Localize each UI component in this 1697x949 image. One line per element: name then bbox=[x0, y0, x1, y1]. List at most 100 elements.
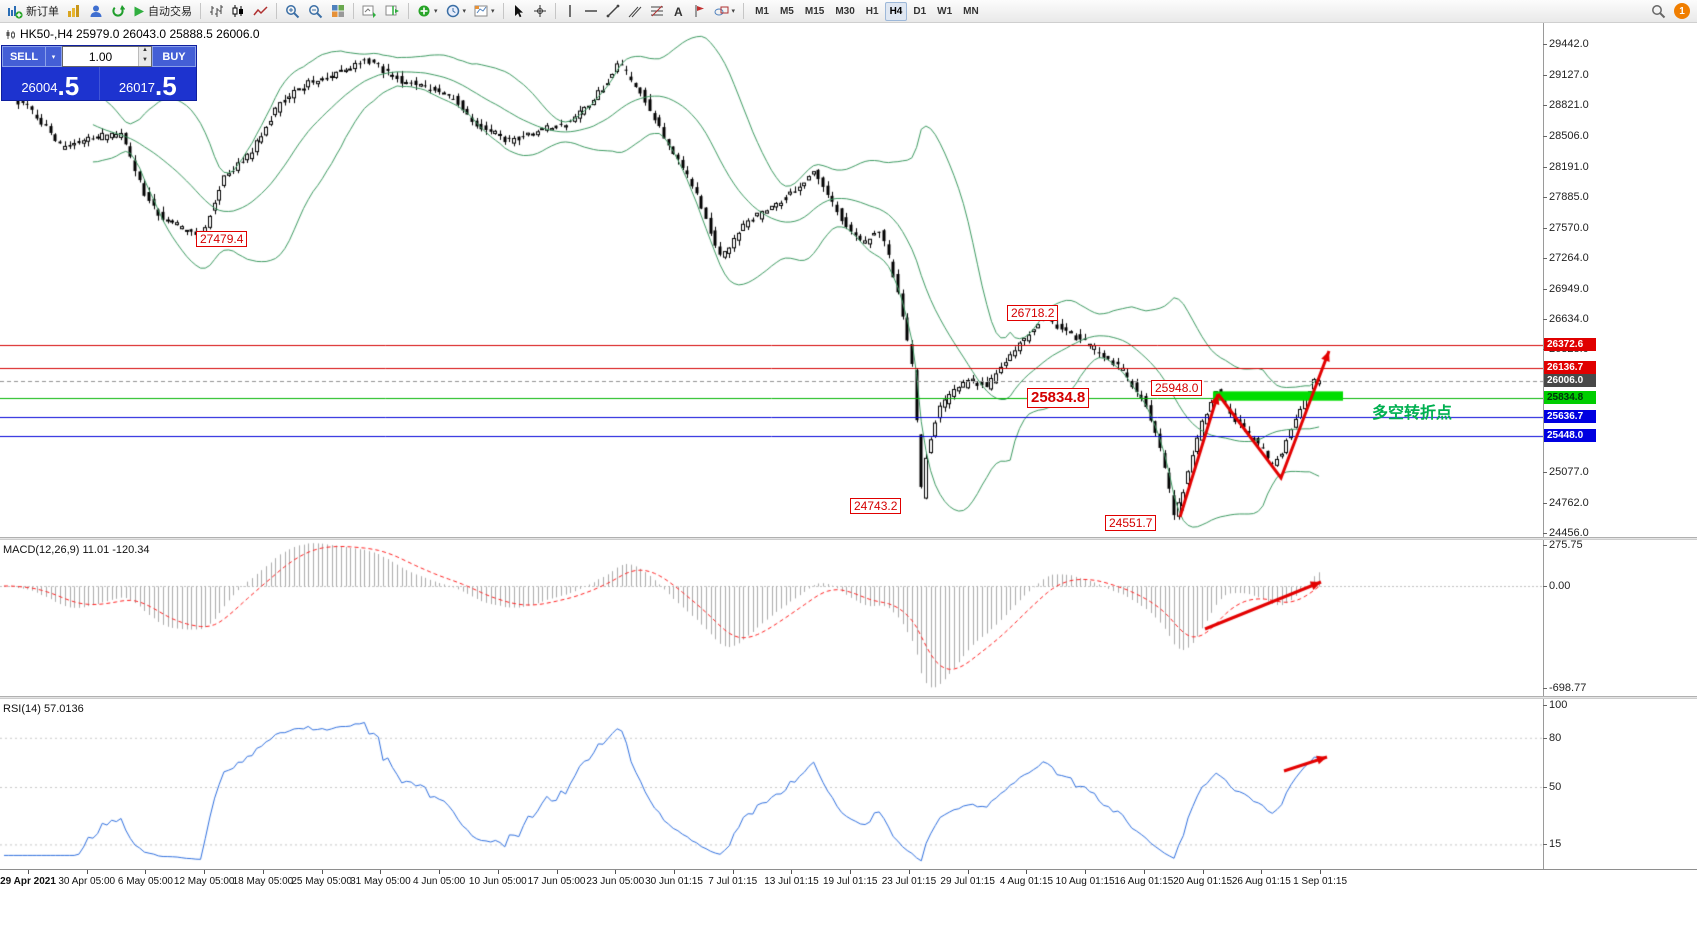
timeframe-w1[interactable]: W1 bbox=[937, 5, 953, 17]
timeframe-d1[interactable]: D1 bbox=[913, 5, 927, 17]
time-axis-label: 23 Jul 01:15 bbox=[881, 876, 937, 887]
chart-title-text: HK50-,H4 25979.0 26043.0 25888.5 26006.0 bbox=[20, 27, 260, 41]
accounts-button[interactable] bbox=[85, 1, 107, 22]
turning-point-annotation[interactable]: 多空转折点 bbox=[1372, 405, 1453, 422]
time-axis-label: 6 May 05:00 bbox=[117, 876, 173, 887]
price-axis-label: 26634.0 bbox=[1543, 313, 1589, 326]
timeframe-m1[interactable]: M1 bbox=[755, 5, 769, 17]
templates-button[interactable]: ▾ bbox=[470, 1, 499, 22]
time-axis-label: 29 Apr 2021 bbox=[0, 876, 56, 887]
price-axis-label: 27570.0 bbox=[1543, 221, 1589, 234]
price-level-badge: 25636.7 bbox=[1544, 410, 1596, 424]
toolbar-separator bbox=[743, 3, 745, 19]
price-callout[interactable]: 24743.2 bbox=[850, 498, 902, 514]
buy-button[interactable]: BUY bbox=[152, 46, 196, 67]
sell-price[interactable]: 26004 .5 bbox=[2, 67, 100, 100]
bar-chart-type-button[interactable] bbox=[205, 1, 227, 22]
price-callout[interactable]: 26718.2 bbox=[1007, 305, 1059, 321]
buy-price[interactable]: 26017 .5 bbox=[100, 67, 197, 100]
toolbar-separator bbox=[408, 3, 409, 19]
fibonacci-icon bbox=[650, 5, 663, 17]
add-indicator-icon bbox=[418, 5, 430, 17]
price-axis[interactable]: 29442.0 29127.0 28821.0 28506.0 28191.0 27885… bbox=[1542, 0, 1697, 949]
main-toolbar: 新订单 自动交易 ▾ ▾ ▾ A ▾ M1 M5 M15 M30 H1 H4 D1 W1 MN … bbox=[0, 0, 1697, 23]
arrow-objects-button[interactable] bbox=[689, 1, 710, 22]
text-tool-button[interactable]: A bbox=[668, 1, 689, 22]
zoom-out-button[interactable] bbox=[304, 1, 327, 22]
time-tick bbox=[263, 870, 264, 874]
time-axis-label: 25 May 05:00 bbox=[291, 876, 352, 887]
time-axis-label: 10 Jun 05:00 bbox=[468, 876, 527, 887]
timeframe-mn[interactable]: MN bbox=[963, 5, 979, 17]
auto-scroll-button[interactable] bbox=[358, 1, 381, 22]
time-tick bbox=[1203, 870, 1204, 874]
price-callout[interactable]: 27479.4 bbox=[196, 231, 248, 247]
channel-button[interactable] bbox=[624, 1, 646, 22]
time-axis-label: 4 Aug 01:15 bbox=[999, 876, 1054, 887]
timeframe-h1[interactable]: H1 bbox=[865, 5, 879, 17]
timeframe-m15[interactable]: M15 bbox=[804, 5, 825, 17]
time-axis-label: 31 May 05:00 bbox=[350, 876, 411, 887]
macd-indicator-panel[interactable] bbox=[0, 540, 1543, 696]
new-order-button[interactable]: 新订单 bbox=[3, 1, 63, 22]
tile-windows-button[interactable] bbox=[327, 1, 349, 22]
crosshair-button[interactable] bbox=[529, 1, 551, 22]
order-type-dropdown[interactable]: ▾ bbox=[46, 46, 62, 67]
main-price-chart[interactable] bbox=[0, 23, 1543, 537]
panel-splitter[interactable] bbox=[0, 696, 1697, 699]
time-tick bbox=[439, 870, 440, 874]
time-tick bbox=[850, 870, 851, 874]
time-tick bbox=[557, 870, 558, 874]
timeframe-m30[interactable]: M30 bbox=[835, 5, 855, 17]
time-axis-label: 13 Jul 01:15 bbox=[764, 876, 819, 887]
volume-up-button[interactable]: ▲ bbox=[139, 47, 151, 57]
autotrade-button[interactable]: 自动交易 bbox=[129, 1, 196, 22]
time-axis-label: 7 Jul 01:15 bbox=[708, 876, 758, 887]
rsi-indicator-panel[interactable] bbox=[0, 699, 1543, 869]
notifications-button[interactable]: 1 bbox=[1670, 1, 1694, 22]
timeframe-h4[interactable]: H4 bbox=[884, 1, 908, 21]
horizontal-line-button[interactable] bbox=[580, 1, 602, 22]
time-axis-label: 10 Aug 01:15 bbox=[1055, 876, 1115, 887]
time-tick bbox=[145, 870, 146, 874]
auto-scroll-icon bbox=[362, 5, 376, 18]
timeframe-m5[interactable]: M5 bbox=[779, 5, 794, 17]
chevron-down-icon: ▾ bbox=[731, 8, 736, 15]
volume-input[interactable] bbox=[63, 47, 138, 66]
sell-button[interactable]: SELL bbox=[2, 46, 46, 67]
chart-shift-button[interactable] bbox=[381, 1, 404, 22]
price-callout[interactable]: 25834.8 bbox=[1027, 388, 1090, 408]
line-chart-icon bbox=[253, 6, 268, 16]
price-axis-label: 27264.0 bbox=[1543, 251, 1589, 264]
refresh-icon bbox=[112, 5, 125, 17]
price-callout[interactable]: 25948.0 bbox=[1151, 380, 1203, 396]
line-chart-type-button[interactable] bbox=[249, 1, 272, 22]
periods-button[interactable]: ▾ bbox=[442, 1, 471, 22]
shapes-button[interactable]: ▾ bbox=[710, 1, 740, 22]
refresh-button[interactable] bbox=[107, 1, 129, 22]
search-button[interactable] bbox=[1647, 1, 1670, 22]
time-tick bbox=[28, 870, 29, 874]
notification-badge: 1 bbox=[1674, 3, 1690, 19]
toolbar-separator bbox=[200, 3, 201, 19]
zoom-in-button[interactable] bbox=[281, 1, 304, 22]
price-callout[interactable]: 24551.7 bbox=[1105, 515, 1157, 531]
indicators-button[interactable]: ▾ bbox=[413, 1, 442, 22]
time-axis-label: 19 Jul 01:15 bbox=[822, 876, 878, 887]
cursor-button[interactable] bbox=[508, 1, 529, 22]
market-watch-button[interactable] bbox=[63, 1, 85, 22]
fibonacci-button[interactable] bbox=[646, 1, 668, 22]
time-tick bbox=[498, 870, 499, 874]
vertical-line-button[interactable] bbox=[560, 1, 580, 22]
buy-price-main: 26017 bbox=[118, 80, 155, 95]
trendline-button[interactable] bbox=[602, 1, 624, 22]
autotrade-label: 自动交易 bbox=[148, 6, 192, 18]
volume-down-button[interactable]: ▼ bbox=[139, 56, 151, 66]
bar-chart-icon bbox=[210, 5, 223, 17]
time-tick bbox=[322, 870, 323, 874]
price-axis-label: 26949.0 bbox=[1543, 282, 1589, 295]
panel-splitter[interactable] bbox=[0, 537, 1697, 540]
candle-chart-type-button[interactable] bbox=[227, 1, 249, 22]
time-tick bbox=[968, 870, 969, 874]
time-axis[interactable]: 29 Apr 2021 30 Apr 05:00 6 May 05:00 12 May… bbox=[0, 869, 1697, 893]
